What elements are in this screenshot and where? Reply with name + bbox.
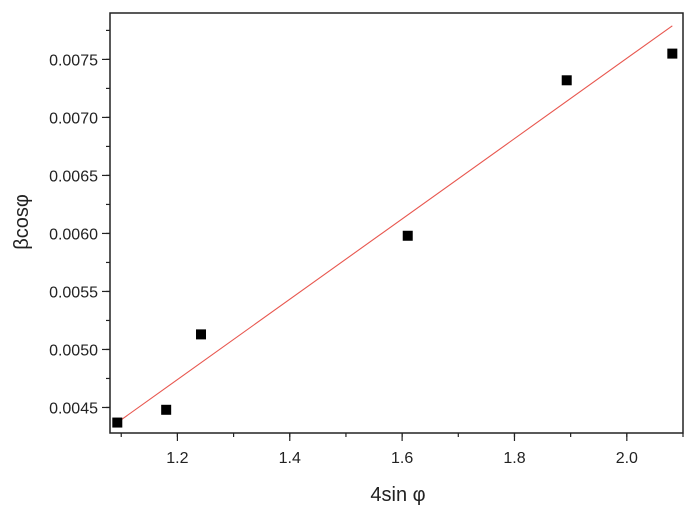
x-tick-label: 1.8: [503, 450, 525, 467]
y-tick-label: 0.0050: [49, 342, 98, 359]
data-point: [667, 48, 678, 59]
data-point: [161, 404, 172, 415]
x-tick-label: 1.6: [391, 450, 413, 467]
x-tick-label: 1.4: [279, 450, 301, 467]
y-tick-label: 0.0060: [49, 226, 98, 243]
y-tick-label: 0.0070: [49, 110, 98, 127]
data-point: [196, 329, 207, 340]
x-axis-title: 4sin φ: [370, 484, 425, 506]
data-point: [112, 417, 123, 428]
y-axis-title: βcosφ: [11, 194, 33, 250]
data-points: [112, 48, 678, 428]
y-axis-ticks: 0.0045 0.0050 0.0055 0.0060 0.0065 0.0070 0.00…: [49, 29, 110, 417]
fit-line: [116, 25, 673, 424]
x-axis-ticks: 1.2 1.4 1.6 1.8 2.0: [120, 433, 684, 467]
data-point: [561, 75, 572, 86]
y-tick-label: 0.0055: [49, 284, 98, 301]
y-tick-label: 0.0065: [49, 168, 98, 185]
y-tick-label: 0.0075: [49, 52, 98, 69]
x-tick-label: 2.0: [616, 450, 638, 467]
x-tick-label: 1.2: [166, 450, 188, 467]
data-point: [402, 230, 413, 241]
fit-line-group: [116, 25, 673, 424]
plot-frame: [109, 12, 684, 434]
y-tick-label: 0.0045: [49, 400, 98, 417]
